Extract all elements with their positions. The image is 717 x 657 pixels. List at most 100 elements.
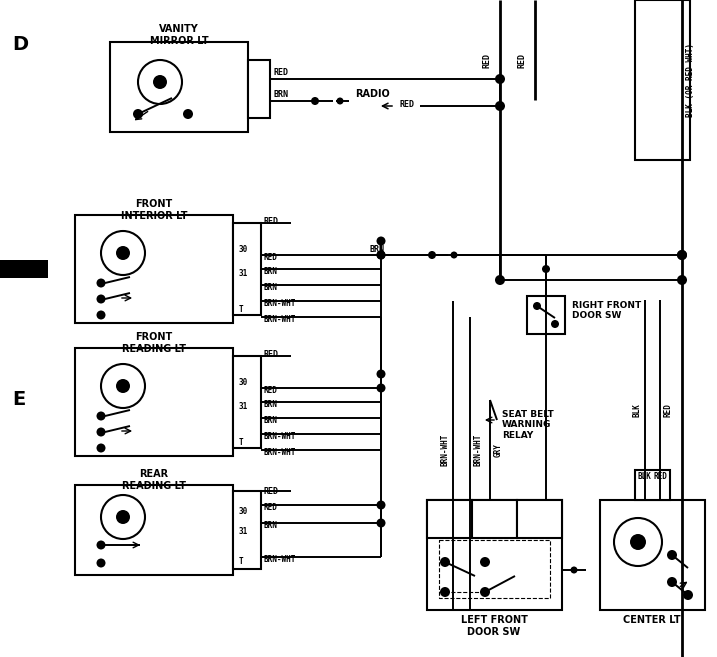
Text: D: D (12, 35, 28, 54)
Circle shape (376, 518, 386, 528)
Text: BRN: BRN (263, 416, 277, 425)
Circle shape (116, 246, 130, 260)
Circle shape (97, 411, 105, 420)
Text: RED: RED (263, 503, 277, 512)
Text: VANITY
MIRROR LT: VANITY MIRROR LT (150, 24, 209, 45)
Circle shape (677, 250, 687, 260)
Bar (233, 356, 261, 448)
Circle shape (97, 294, 105, 304)
Text: T: T (239, 438, 244, 447)
Circle shape (376, 250, 386, 260)
Bar (527, 296, 565, 334)
Text: CENTER LT: CENTER LT (623, 615, 681, 625)
Circle shape (533, 302, 541, 310)
Text: FRONT
INTERIOR LT: FRONT INTERIOR LT (120, 199, 187, 221)
Text: REAR
READING LT: REAR READING LT (122, 469, 186, 491)
Circle shape (311, 97, 319, 105)
Bar (517, 500, 562, 538)
Text: BRN-WHT: BRN-WHT (263, 315, 295, 324)
Circle shape (97, 428, 105, 436)
Text: BRN-WHT: BRN-WHT (263, 448, 295, 457)
Circle shape (97, 279, 105, 288)
Circle shape (101, 495, 145, 539)
Text: RED: RED (263, 253, 277, 262)
Text: BRN-WHT: BRN-WHT (440, 434, 450, 466)
Text: BRN: BRN (273, 90, 288, 99)
Circle shape (614, 518, 662, 566)
Bar (75, 215, 233, 323)
Text: FRONT
READING LT: FRONT READING LT (122, 332, 186, 353)
Circle shape (495, 275, 505, 285)
Text: RED: RED (518, 53, 526, 68)
Circle shape (450, 252, 457, 258)
Circle shape (571, 566, 577, 574)
Text: RADIO: RADIO (355, 89, 390, 99)
Circle shape (495, 74, 505, 84)
Circle shape (376, 501, 386, 509)
Text: BRN: BRN (263, 267, 277, 276)
Circle shape (153, 75, 167, 89)
Text: SEAT BELT
WARNING
RELAY: SEAT BELT WARNING RELAY (502, 410, 554, 440)
Bar (600, 500, 705, 610)
Circle shape (677, 250, 687, 260)
Circle shape (336, 97, 343, 104)
Text: BLK: BLK (632, 403, 642, 417)
Text: 30: 30 (239, 507, 248, 516)
Circle shape (677, 275, 687, 285)
Circle shape (440, 557, 450, 567)
Text: E: E (12, 390, 25, 409)
Bar (233, 491, 261, 569)
Text: BLK (OR RED-WHT): BLK (OR RED-WHT) (685, 43, 695, 117)
Circle shape (667, 550, 677, 560)
Text: RED: RED (273, 68, 288, 77)
Circle shape (376, 250, 386, 260)
Text: BLK: BLK (638, 472, 652, 481)
Circle shape (480, 587, 490, 597)
Circle shape (428, 251, 436, 259)
Text: BRN: BRN (263, 283, 277, 292)
Text: 31: 31 (239, 402, 248, 411)
Circle shape (376, 237, 386, 246)
Text: RED: RED (263, 487, 278, 496)
Bar (0, 260, 48, 278)
Text: LEFT FRONT
DOOR SW: LEFT FRONT DOOR SW (460, 615, 528, 637)
Circle shape (97, 558, 105, 568)
Circle shape (97, 443, 105, 453)
Text: RED: RED (663, 403, 673, 417)
Circle shape (480, 557, 490, 567)
Text: RED: RED (263, 217, 278, 226)
Text: RED: RED (400, 100, 415, 109)
Bar (248, 60, 270, 118)
Circle shape (97, 541, 105, 549)
Text: 31: 31 (239, 527, 248, 536)
Bar (75, 348, 233, 456)
Text: RED: RED (483, 53, 491, 68)
Bar (110, 42, 248, 132)
Bar (635, 0, 690, 160)
Bar (233, 223, 261, 315)
Text: 31: 31 (239, 269, 248, 278)
Text: BRN-WHT: BRN-WHT (263, 555, 295, 564)
Circle shape (116, 510, 130, 524)
Circle shape (667, 577, 677, 587)
Circle shape (183, 109, 193, 119)
Circle shape (542, 265, 550, 273)
Circle shape (138, 60, 182, 104)
Text: BRN-WHT: BRN-WHT (263, 299, 295, 308)
Text: RED: RED (263, 350, 278, 359)
Circle shape (495, 101, 505, 111)
Text: BRN: BRN (263, 521, 277, 530)
Text: 30: 30 (239, 378, 248, 387)
Circle shape (440, 587, 450, 597)
Bar (75, 485, 233, 575)
Bar (427, 500, 562, 610)
Bar (427, 500, 472, 538)
Text: BRN-WHT: BRN-WHT (473, 434, 483, 466)
Text: RED: RED (263, 386, 277, 395)
Circle shape (101, 231, 145, 275)
Circle shape (116, 379, 130, 393)
Text: T: T (239, 305, 244, 314)
Circle shape (376, 369, 386, 378)
Text: T: T (239, 557, 244, 566)
Circle shape (683, 590, 693, 600)
